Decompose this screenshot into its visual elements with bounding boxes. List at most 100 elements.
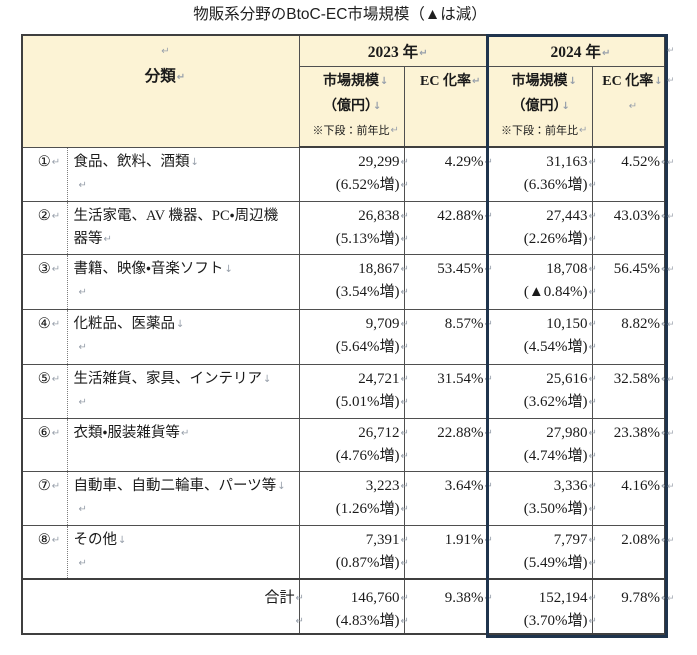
category-cell: 自動車、自動二輪車、パーツ等↓ ↵ bbox=[66, 470, 300, 526]
row-number: ③↵ bbox=[23, 255, 67, 281]
category-line-1-text: その他 bbox=[73, 531, 118, 548]
paragraph-mark-icon: ↵ bbox=[400, 233, 409, 245]
ec-rate-2023-cell: 53.45%↵ bbox=[403, 253, 493, 310]
paragraph-mark-icon: ↵ bbox=[400, 210, 409, 222]
yoy-note-text: ※下段：前年比 bbox=[501, 124, 578, 137]
line-break-mark-icon: ↓ bbox=[277, 480, 286, 492]
market-size-value: 26,712↵ bbox=[300, 419, 409, 445]
ec-rate-text: EC 化率 bbox=[602, 73, 654, 89]
ec-rate-2024-cell: 2.08%↵ bbox=[591, 524, 670, 580]
ec-rate-2023-cell: 31.54%↵ bbox=[403, 363, 493, 419]
paragraph-mark-icon: ↵ bbox=[419, 48, 428, 59]
paragraph-mark-icon: ↵ bbox=[400, 157, 409, 168]
yoy-value: (6.52%増)↵ bbox=[300, 174, 409, 197]
category-line-1-text: 自動車、自動二輪車、パーツ等 bbox=[73, 477, 277, 494]
year-2024-label: 2024 年↵ bbox=[489, 36, 665, 65]
market-size-2024-cell: 27,980↵ (4.74%増)↵ bbox=[487, 417, 597, 472]
header-cell-2023: 2023 年↵ bbox=[298, 34, 489, 67]
total-ec-2024: 9.78%↵ bbox=[593, 580, 669, 610]
value: (4.83%増) bbox=[335, 613, 400, 629]
market-size-2024-cell: 25,616↵ (3.62%増)↵ bbox=[487, 363, 597, 419]
paragraph-mark-icon: ↵ bbox=[588, 450, 597, 462]
market-size-value-text: 3,223 bbox=[365, 477, 400, 494]
paragraph-mark-icon: ↵ bbox=[588, 593, 597, 604]
ec-rate-blank-line: ↵ bbox=[593, 94, 665, 119]
yoy-value-text: (1.26%増) bbox=[335, 500, 400, 517]
market-size-value-text: 31,163 bbox=[546, 154, 588, 170]
table-row: ②↵ 生活家電、AV 機器、PC・周辺機 器等↵ 26,838↵ (5.13%増)↵ 42… bbox=[21, 200, 670, 255]
total-market-size-2024: 152,194↵ (3.70%増)↵ bbox=[487, 578, 597, 635]
ec-rate-2023-cell: 3.64%↵ bbox=[403, 470, 493, 526]
ec-rate-value-text: 4.29% bbox=[444, 154, 484, 170]
paragraph-mark-icon: ↵ bbox=[471, 75, 481, 87]
market-size-value: 7,391↵ bbox=[300, 526, 409, 552]
market-size-value: 3,336↵ bbox=[489, 472, 597, 498]
yoy-value: (3.50%増)↵ bbox=[489, 498, 597, 521]
category-line-1-text: 書籍、映像・音楽ソフト bbox=[73, 260, 224, 277]
row-end-mark-icon: ↵ bbox=[667, 265, 675, 275]
ec-rate-value-text: 22.88% bbox=[437, 424, 484, 441]
category-line-2: ↵ bbox=[68, 391, 299, 414]
row-number-text: ④ bbox=[37, 315, 51, 332]
ec-rate-text: EC 化率 bbox=[420, 73, 471, 89]
table-row: ①↵ 食品、飲料、酒類↓ ↵ 29,299↵ (6.52%増)↵ 4.29%↵ 31,163… bbox=[21, 146, 669, 202]
category-cell: 食品、飲料、酒類↓ ↵ bbox=[66, 146, 300, 202]
yoy-value: (3.62%増)↵ bbox=[489, 391, 597, 414]
market-size-value: 18,867↵ bbox=[300, 255, 409, 281]
market-size-2023-cell: 29,299↵ (6.52%増)↵ bbox=[298, 146, 409, 202]
ec-rate-2024-cell: 56.45%↵ bbox=[591, 253, 669, 310]
yoy-value: (5.49%増)↵ bbox=[489, 552, 597, 575]
row-number-text: ⑧ bbox=[37, 531, 51, 548]
ec-rate-value: 2.08%↵ bbox=[593, 526, 670, 552]
ec-rate-value-text: 43.03% bbox=[613, 207, 660, 224]
ec-rate-2024-cell: 32.58%↵ bbox=[591, 363, 670, 419]
paragraph-mark-icon: ↵ bbox=[661, 534, 670, 546]
unit-text: （億円） bbox=[518, 98, 561, 114]
market-size-2023-cell: 9,709↵ (5.64%増)↵ bbox=[298, 308, 409, 365]
ec-rate-label: EC 化率↓ bbox=[593, 67, 665, 94]
row-number-cell: ⑦↵ bbox=[21, 470, 68, 526]
ec-rate-value: 53.45%↵ bbox=[405, 255, 493, 281]
unit-label: （億円）↓ bbox=[489, 94, 592, 119]
market-size-text: 市場規模 bbox=[511, 73, 568, 89]
paragraph-mark-icon: ↵ bbox=[176, 72, 186, 83]
paragraph-mark-icon: ↵ bbox=[400, 427, 409, 439]
paragraph-mark-icon: ↵ bbox=[295, 616, 304, 627]
unit-text: （億円） bbox=[330, 98, 372, 114]
category-line-1-text: 食品、飲料、酒類 bbox=[73, 153, 190, 170]
ec-rate-2023-cell: 42.88%↵ bbox=[403, 200, 493, 255]
table-row: ④↵ 化粧品、医薬品↓ ↵ 9,709↵ (5.64%増)↵ 8.57%↵ 10,150↵(… bbox=[21, 308, 669, 365]
ec-rate-value-text: 2.08% bbox=[621, 531, 660, 548]
paragraph-mark-icon: ↵ bbox=[588, 373, 597, 385]
ec-rate-value: 43.03%↵ bbox=[593, 202, 670, 228]
row-number-text: ① bbox=[37, 153, 51, 170]
market-size-value: 24,721↵ bbox=[300, 365, 409, 391]
ec-rate-value-text: 8.82% bbox=[621, 315, 660, 332]
yoy-value-text: (2.26%増) bbox=[523, 230, 588, 247]
paragraph-mark-icon: ↵ bbox=[588, 557, 597, 569]
paragraph-mark-icon: ↵ bbox=[51, 427, 61, 439]
ec-rate-value-text: 31.54% bbox=[437, 370, 484, 387]
ec-rate-value: 4.29%↵ bbox=[405, 148, 493, 174]
ec-rate-value-text: 53.45% bbox=[437, 260, 484, 277]
paragraph-mark-icon: ↵ bbox=[588, 157, 597, 168]
ec-rate-value: 32.58%↵ bbox=[593, 365, 670, 391]
ec-rate-value-text: 56.45% bbox=[613, 260, 660, 277]
yoy-value-text: (6.52%増) bbox=[335, 177, 400, 193]
header-cell-category: ↵ 分類↵ bbox=[21, 34, 300, 148]
paragraph-mark-icon: ↵ bbox=[400, 318, 409, 330]
ec-rate-value-text: 4.52% bbox=[621, 154, 660, 170]
table-row: ⑤↵ 生活雑貨、家具、インテリア↓ ↵ 24,721↵ (5.01%増)↵ 31.54%↵… bbox=[21, 363, 670, 419]
ec-rate-2024-cell: 43.03%↵ bbox=[591, 200, 670, 255]
header-cell-market-size-2023: 市場規模↓ （億円）↓ ※下段：前年比↵ bbox=[298, 65, 405, 148]
category-line-2: ↵ bbox=[68, 281, 299, 304]
row-end-mark-icon: ↵ bbox=[667, 375, 675, 385]
unit-label: （億円）↓ bbox=[300, 94, 404, 119]
category-line-1-text: 生活雑貨、家具、インテリア bbox=[73, 370, 263, 387]
ec-rate-value: 22.88%↵ bbox=[405, 419, 493, 445]
yoy-value: (4.54%増)↵ bbox=[489, 336, 597, 359]
category-cell: 生活家電、AV 機器、PC・周辺機 器等↵ bbox=[66, 200, 300, 255]
category-cell: 生活雑貨、家具、インテリア↓ ↵ bbox=[66, 363, 300, 419]
row-end-mark-icon: ↵ bbox=[667, 46, 675, 56]
market-size-value-text: 27,443 bbox=[546, 207, 588, 224]
